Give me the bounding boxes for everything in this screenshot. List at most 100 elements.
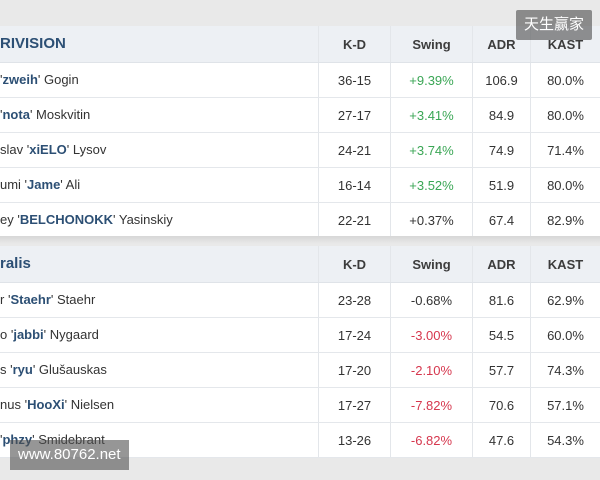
player-nickname[interactable]: xiELO: [29, 142, 67, 157]
kast-value: 74.3%: [530, 353, 600, 387]
swing-value: +9.39%: [390, 63, 472, 97]
player-row: nus 'HooXi' Nielsen 17-27 -7.82% 70.6 57.1%: [0, 388, 600, 423]
player-name[interactable]: ey 'BELCHONOKK' Yasinskiy: [0, 203, 316, 237]
player-last-name: ' Gogin: [37, 72, 79, 87]
player-nickname[interactable]: BELCHONOKK: [19, 212, 113, 227]
kast-value: 80.0%: [530, 63, 600, 97]
table-header: ralis K-D Swing ADR KAST: [0, 246, 600, 283]
player-nickname[interactable]: Staehr: [10, 292, 51, 307]
kast-value: 82.9%: [530, 203, 600, 237]
team-name[interactable]: RIVISION: [0, 35, 66, 52]
adr-value: 81.6: [472, 283, 530, 317]
kd-value: 16-14: [318, 168, 390, 202]
player-last-name: ' Yasinskiy: [113, 212, 173, 227]
player-row: o 'jabbi' Nygaard 17-24 -3.00% 54.5 60.0%: [0, 318, 600, 353]
player-first-name: slav ': [0, 142, 30, 157]
player-first-name: ': [0, 432, 3, 447]
adr-value: 47.6: [472, 423, 530, 457]
table-divider: [0, 236, 600, 244]
player-nickname[interactable]: zweih: [2, 72, 38, 87]
kast-value: 62.9%: [530, 283, 600, 317]
player-row: ey 'BELCHONOKK' Yasinskiy 22-21 +0.37% 67.4…: [0, 203, 600, 238]
kd-value: 23-28: [318, 283, 390, 317]
player-nickname[interactable]: Jame: [27, 177, 61, 192]
adr-value: 51.9: [472, 168, 530, 202]
player-first-name: umi ': [0, 177, 28, 192]
kast-value: 71.4%: [530, 133, 600, 167]
swing-value: -7.82%: [390, 388, 472, 422]
kd-value: 27-17: [318, 98, 390, 132]
column-kast[interactable]: KAST: [530, 26, 600, 62]
player-first-name: ': [0, 107, 3, 122]
team-stats-table: RIVISION K-D Swing ADR KAST 'zweih' Gogi…: [0, 26, 600, 238]
kd-value: 13-26: [318, 423, 390, 457]
kd-value: 17-24: [318, 318, 390, 352]
player-first-name: nus ': [0, 397, 28, 412]
kast-value: 80.0%: [530, 98, 600, 132]
player-last-name: ' Lysov: [66, 142, 107, 157]
player-last-name: ' Staehr: [50, 292, 96, 307]
player-row: 'nota' Moskvitin 27-17 +3.41% 84.9 80.0%: [0, 98, 600, 133]
team-name[interactable]: ralis: [0, 255, 31, 272]
watermark-logo: 天生赢家: [515, 10, 592, 40]
column-swing[interactable]: Swing: [390, 246, 472, 282]
player-name[interactable]: s 'ryu' Glušauskas: [0, 353, 316, 387]
player-first-name: r ': [0, 292, 11, 307]
player-last-name: ' Moskvitin: [29, 107, 91, 122]
player-row: umi 'Jame' Ali 16-14 +3.52% 51.9 80.0%: [0, 168, 600, 203]
kast-value: 54.3%: [530, 423, 600, 457]
column-adr[interactable]: ADR: [472, 26, 530, 62]
player-name[interactable]: 'nota' Moskvitin: [0, 98, 316, 132]
player-last-name: ' Glušauskas: [32, 362, 107, 377]
column-swing[interactable]: Swing: [390, 26, 472, 62]
player-row: slav 'xiELO' Lysov 24-21 +3.74% 74.9 71.4%: [0, 133, 600, 168]
swing-value: +3.74%: [390, 133, 472, 167]
kast-value: 60.0%: [530, 318, 600, 352]
player-nickname[interactable]: nota: [2, 107, 30, 122]
kd-value: 17-20: [318, 353, 390, 387]
kd-value: 22-21: [318, 203, 390, 237]
swing-value: +0.37%: [390, 203, 472, 237]
column-kd[interactable]: K-D: [318, 246, 390, 282]
player-nickname[interactable]: ryu: [12, 362, 33, 377]
swing-value: +3.52%: [390, 168, 472, 202]
adr-value: 106.9: [472, 63, 530, 97]
kd-value: 17-27: [318, 388, 390, 422]
adr-value: 70.6: [472, 388, 530, 422]
column-kd[interactable]: K-D: [318, 26, 390, 62]
player-name[interactable]: slav 'xiELO' Lysov: [0, 133, 316, 167]
kast-value: 57.1%: [530, 388, 600, 422]
player-name[interactable]: o 'jabbi' Nygaard: [0, 318, 316, 352]
player-name[interactable]: 'zweih' Gogin: [0, 63, 316, 97]
swing-value: -6.82%: [390, 423, 472, 457]
swing-value: -3.00%: [390, 318, 472, 352]
player-nickname[interactable]: jabbi: [13, 327, 44, 342]
adr-value: 74.9: [472, 133, 530, 167]
player-last-name: ' Nielsen: [64, 397, 115, 412]
column-kast[interactable]: KAST: [530, 246, 600, 282]
team-stats-table: ralis K-D Swing ADR KAST r 'Staehr' Stae…: [0, 246, 600, 458]
player-name[interactable]: r 'Staehr' Staehr: [0, 283, 316, 317]
kd-value: 24-21: [318, 133, 390, 167]
player-row: s 'ryu' Glušauskas 17-20 -2.10% 57.7 74.3%: [0, 353, 600, 388]
player-name[interactable]: umi 'Jame' Ali: [0, 168, 316, 202]
adr-value: 67.4: [472, 203, 530, 237]
player-name[interactable]: nus 'HooXi' Nielsen: [0, 388, 316, 422]
player-first-name: s ': [0, 362, 13, 377]
adr-value: 84.9: [472, 98, 530, 132]
player-last-name: ' Ali: [60, 177, 81, 192]
adr-value: 54.5: [472, 318, 530, 352]
swing-value: -0.68%: [390, 283, 472, 317]
kd-value: 36-15: [318, 63, 390, 97]
player-first-name: o ': [0, 327, 14, 342]
table-header: RIVISION K-D Swing ADR KAST: [0, 26, 600, 63]
player-row: 'zweih' Gogin 36-15 +9.39% 106.9 80.0%: [0, 63, 600, 98]
player-first-name: ey ': [0, 212, 20, 227]
player-first-name: ': [0, 72, 3, 87]
watermark-url: www.80762.net: [10, 440, 129, 470]
player-nickname[interactable]: HooXi: [27, 397, 65, 412]
swing-value: +3.41%: [390, 98, 472, 132]
player-last-name: ' Nygaard: [43, 327, 99, 342]
column-adr[interactable]: ADR: [472, 246, 530, 282]
kast-value: 80.0%: [530, 168, 600, 202]
